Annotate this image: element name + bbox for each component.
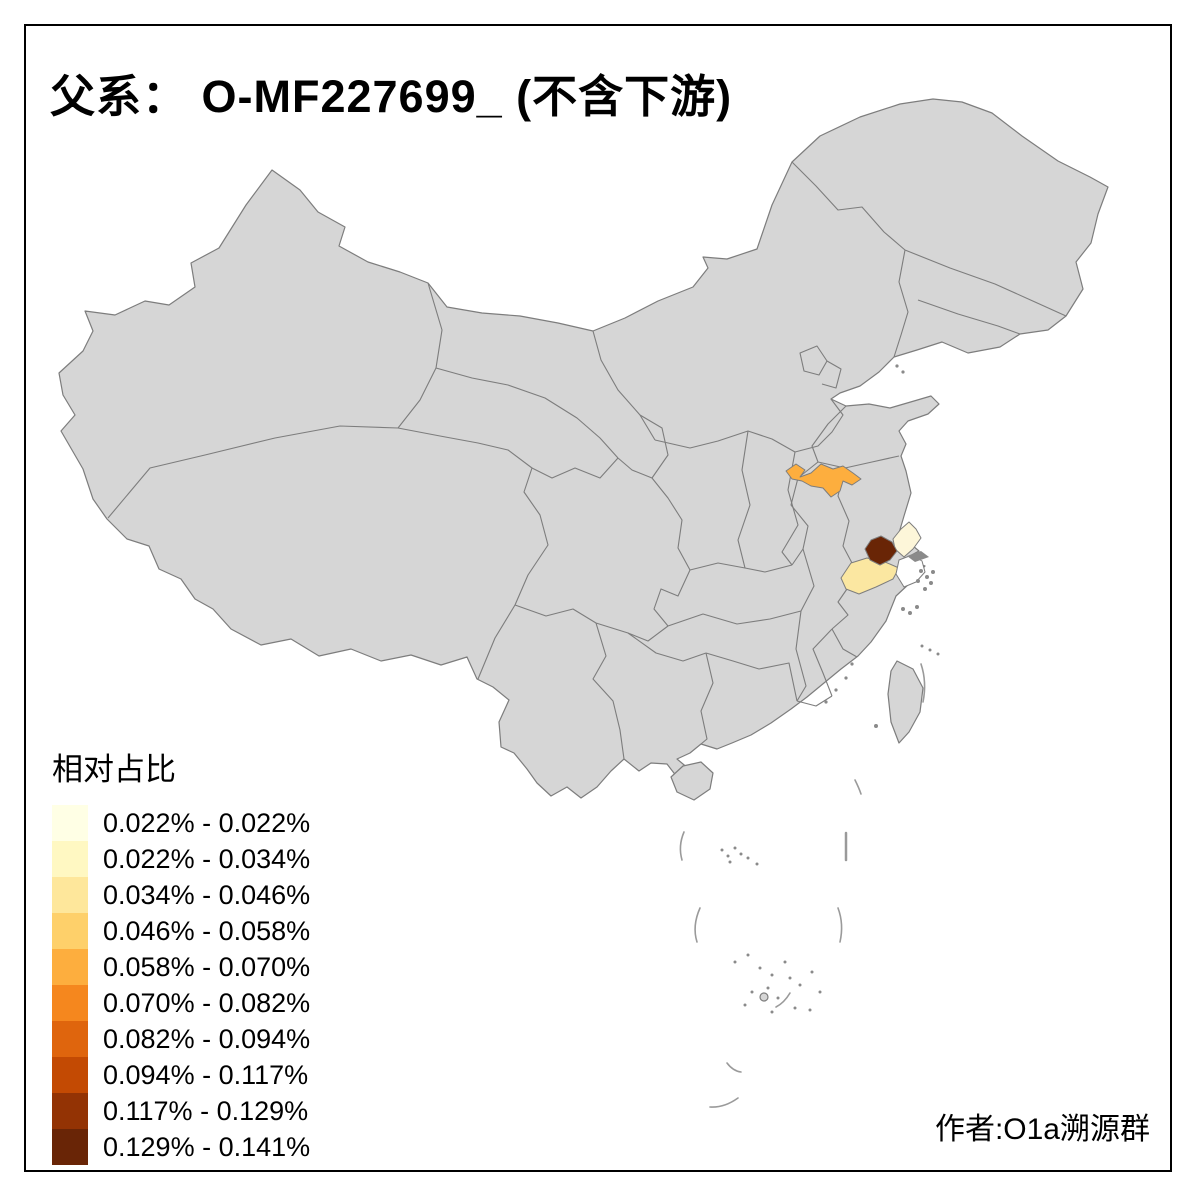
legend-color-swatch — [52, 1093, 88, 1129]
legend-range-label: 0.058% - 0.070% — [103, 951, 311, 982]
legend-color-swatch — [52, 1129, 88, 1165]
legend-color-swatch — [52, 1021, 88, 1057]
coastal-islands — [720, 364, 940, 1014]
legend-row: 0.129% - 0.141% — [52, 1129, 310, 1165]
mainland-shape — [58, 98, 1109, 1002]
legend-range-label: 0.082% - 0.094% — [103, 1023, 311, 1054]
legend-color-swatch — [52, 877, 88, 913]
legend-range-label: 0.046% - 0.058% — [103, 915, 311, 946]
legend-row: 0.070% - 0.082% — [52, 985, 310, 1021]
legend-color-swatch — [52, 913, 88, 949]
legend-row: 0.058% - 0.070% — [52, 949, 310, 985]
legend-row: 0.022% - 0.022% — [52, 805, 310, 841]
legend-color-swatch — [52, 949, 88, 985]
legend-color-swatch — [52, 985, 88, 1021]
legend-color-swatch — [52, 841, 88, 877]
highlight-central-jiangsu-dark — [864, 535, 898, 566]
legend-row: 0.022% - 0.034% — [52, 841, 310, 877]
highlight-north-jiangsu-xuzhou — [785, 463, 862, 498]
highlight-nantong — [892, 521, 922, 558]
legend-row: 0.046% - 0.058% — [52, 913, 310, 949]
page-title: 父系： O-MF227699_ (不含下游) — [50, 71, 733, 122]
legend-row: 0.117% - 0.129% — [52, 1093, 310, 1129]
author-credit: 作者:O1a溯源群 — [934, 1113, 1150, 1146]
legend-range-label: 0.094% - 0.117% — [103, 1059, 309, 1090]
legend-range-label: 0.117% - 0.129% — [103, 1095, 309, 1126]
sea-boundary-dashes — [679, 663, 926, 1108]
legend-title: 相对占比 — [52, 752, 176, 787]
hainan-island — [670, 761, 714, 801]
province-borders — [107, 161, 1067, 760]
legend-row: 0.094% - 0.117% — [52, 1057, 310, 1093]
legend-row: 0.082% - 0.094% — [52, 1021, 310, 1057]
legend-color-swatch — [52, 805, 88, 841]
scs-island — [759, 992, 769, 1002]
legend-rows: 0.022% - 0.022% 0.022% - 0.034% 0.034% -… — [52, 805, 310, 1165]
legend-range-label: 0.022% - 0.022% — [103, 807, 311, 838]
taiwan-island — [887, 660, 924, 744]
legend-row: 0.034% - 0.046% — [52, 877, 310, 913]
legend-range-label: 0.034% - 0.046% — [103, 879, 311, 910]
legend-color-swatch — [52, 1057, 88, 1093]
legend-range-label: 0.129% - 0.141% — [103, 1131, 311, 1162]
legend: 相对占比 0.022% - 0.022% 0.022% - 0.034% 0.0… — [52, 744, 310, 1165]
legend-range-label: 0.070% - 0.082% — [103, 987, 311, 1018]
highlighted-prefectures — [785, 463, 926, 595]
legend-range-label: 0.022% - 0.034% — [103, 843, 311, 874]
